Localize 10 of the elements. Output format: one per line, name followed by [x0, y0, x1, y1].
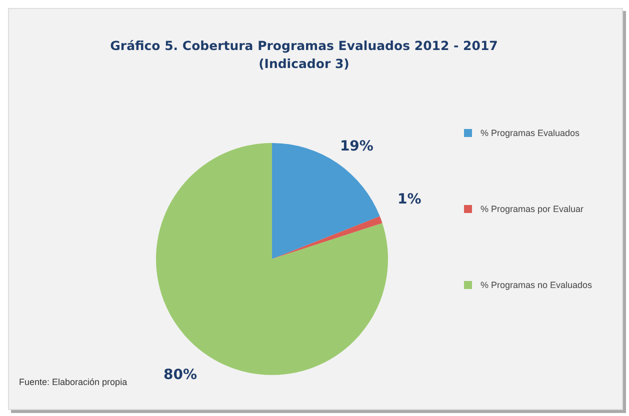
- data-label: 1%: [397, 192, 422, 208]
- legend-label: % Programas no Evaluados: [479, 280, 592, 290]
- data-label: 19%: [340, 138, 374, 154]
- chart-title: Gráfico 5. Cobertura Programas Evaluados 2012 - 2017: [109, 37, 499, 55]
- legend-label: % Programas Evaluados: [479, 128, 580, 138]
- data-label: 80%: [164, 367, 198, 384]
- source-note: Fuente: Elaboración propia: [19, 377, 128, 387]
- pie-slice: [272, 216, 382, 259]
- legend-label: % Programas por Evaluar: [479, 204, 584, 214]
- chart-subtitle: (Indicador 3): [258, 55, 350, 73]
